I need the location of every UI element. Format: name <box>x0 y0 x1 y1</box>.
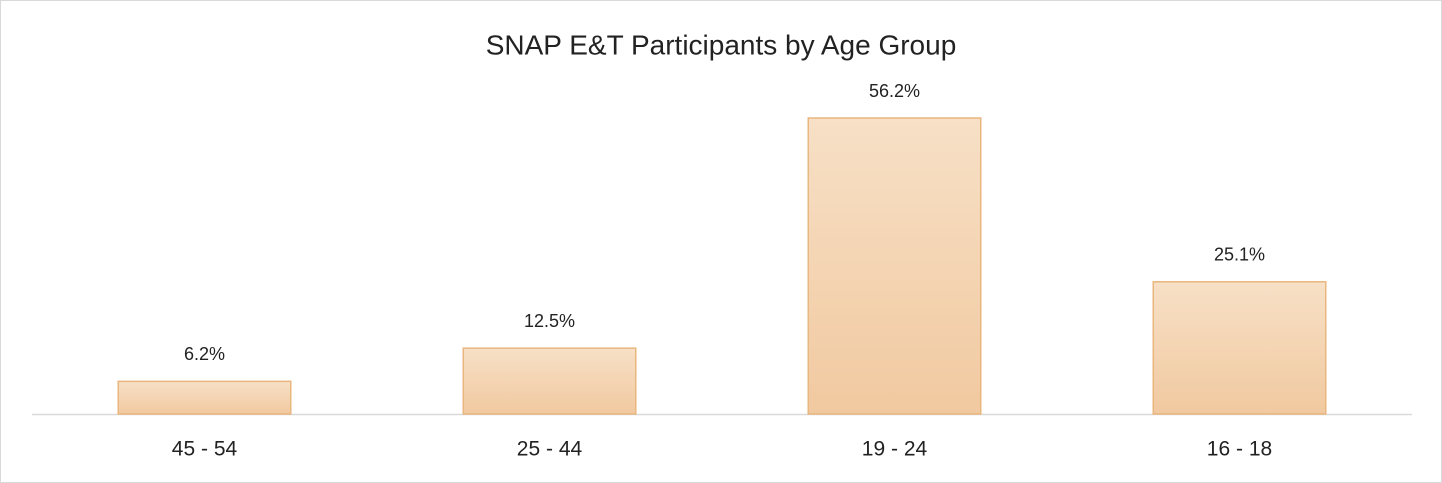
x-tick-label: 19 - 24 <box>862 438 928 461</box>
x-tick-label: 16 - 18 <box>1207 438 1272 461</box>
data-label: 6.2% <box>184 344 225 364</box>
data-label: 12.5% <box>524 311 575 331</box>
x-tick-label: 45 - 54 <box>172 438 238 461</box>
chart-title: SNAP E&T Participants by Age Group <box>486 29 957 60</box>
bar <box>117 380 292 415</box>
bar <box>462 347 637 415</box>
data-label: 25.1% <box>1214 245 1265 265</box>
x-tick-label: 25 - 44 <box>517 438 583 461</box>
bar <box>807 117 982 415</box>
data-label: 56.2% <box>869 81 920 101</box>
bar <box>1152 281 1327 415</box>
